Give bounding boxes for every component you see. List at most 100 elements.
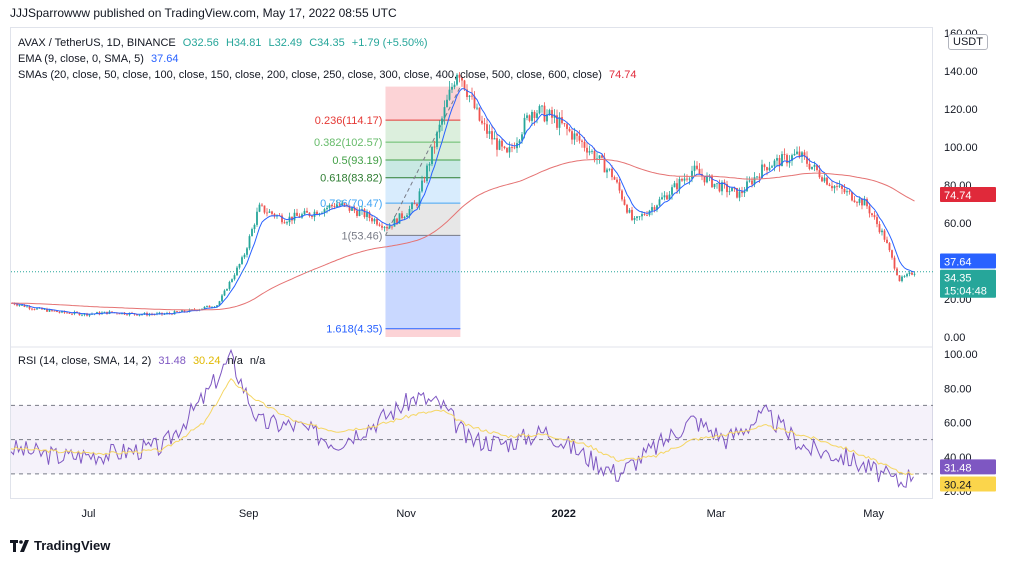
candle-body-280 — [711, 175, 713, 188]
candle-body-228 — [581, 140, 583, 142]
candle-body-95 — [248, 236, 251, 249]
candle-body-230 — [586, 147, 588, 153]
candle-body-120 — [311, 215, 313, 217]
candle-body-174 — [446, 99, 448, 108]
candle-body-209 — [533, 111, 536, 118]
candle-body-245 — [623, 199, 626, 205]
fib-zone-2 — [385, 142, 461, 160]
candle-body-270 — [686, 178, 688, 180]
candle-body-218 — [556, 115, 558, 128]
candle-body-222 — [566, 124, 568, 129]
currency-button[interactable]: USDT — [948, 34, 988, 50]
ohlc-close: C34.35 — [309, 37, 345, 49]
candle-body-76 — [201, 308, 203, 310]
candle-body-132 — [341, 203, 343, 206]
rsi-na-2: n/a — [249, 355, 266, 367]
candle-body-248 — [631, 209, 633, 220]
candle-body-138 — [356, 210, 358, 216]
candle-body-328 — [831, 185, 833, 189]
sma-legend[interactable]: SMAs (20, close, 50, close, 100, close, … — [18, 69, 641, 81]
candle-body-13 — [43, 309, 46, 310]
candle-body-251 — [638, 216, 641, 218]
candle-body-244 — [621, 190, 623, 200]
publisher-line: JJJSparrowww published on TradingView.co… — [10, 6, 397, 20]
price-tick-0: 0.00 — [944, 332, 965, 344]
time-tick-5: May — [863, 508, 884, 520]
candle-body-294 — [746, 181, 748, 192]
candle-body-216 — [551, 110, 553, 118]
candle-body-284 — [721, 182, 723, 192]
candle-body-313 — [793, 153, 796, 156]
fib-zone-6 — [385, 235, 461, 329]
symbol-legend[interactable]: AVAX / TetherUS, 1D, BINANCE O32.56 H34.… — [18, 37, 432, 49]
candle-body-275 — [698, 168, 701, 175]
candle-body-205 — [523, 117, 526, 135]
ema-legend[interactable]: EMA (9, close, 0, SMA, 5) 37.64 — [18, 53, 183, 65]
candle-body-207 — [528, 115, 531, 121]
candle-body-231 — [588, 151, 591, 153]
candle-body-320 — [811, 166, 813, 169]
candle-body-214 — [546, 114, 548, 122]
rsi-ma-badge-bg — [940, 476, 996, 492]
candle-body-321 — [813, 164, 816, 167]
candle-body-14 — [46, 309, 48, 312]
price-tick-3: 60.00 — [944, 218, 972, 230]
candle-body-124 — [321, 212, 323, 214]
rsi-ma-line — [10, 377, 914, 475]
rsi-na-1: n/a — [227, 355, 243, 367]
candle-body-300 — [761, 164, 763, 179]
candle-body-162 — [416, 204, 418, 206]
fibonacci-retracement[interactable]: 0.236(114.17) 0.382(102.57) 0.5(93.19) 0.61… — [314, 86, 461, 337]
candle-body-188 — [481, 120, 483, 124]
candle-body-201 — [513, 147, 516, 149]
candle-body-331 — [838, 185, 841, 187]
sma-badge-bg — [940, 186, 996, 202]
candle-body-291 — [738, 191, 741, 198]
candle-body-148 — [381, 225, 383, 228]
candle-body-116 — [301, 214, 303, 218]
candle-body-312 — [791, 155, 793, 161]
candle-body-5 — [23, 305, 26, 307]
candle-body-180 — [461, 77, 463, 81]
rsi-legend[interactable]: RSI (14, close, SMA, 14, 2) 31.48 30.24 … — [18, 355, 269, 367]
candle-body-87 — [228, 281, 231, 289]
candle-body-84 — [221, 295, 223, 302]
candle-body-103 — [268, 211, 271, 213]
candle-body-154 — [396, 218, 398, 224]
candle-body-221 — [563, 123, 566, 125]
candle-body-82 — [216, 305, 218, 307]
sma-badge-text: 74.74 — [944, 190, 972, 202]
candle-body-177 — [453, 84, 456, 87]
candle-body-166 — [426, 165, 428, 182]
candle-body-146 — [376, 219, 378, 225]
candle-body-317 — [803, 152, 806, 157]
candle-body-268 — [681, 178, 683, 181]
chart-frame[interactable] — [10, 27, 933, 499]
candle-body-50 — [136, 314, 138, 316]
candle-body-267 — [678, 178, 681, 190]
candle-body-158 — [406, 215, 408, 217]
time-tick-1: Sep — [239, 508, 259, 520]
candle-body-153 — [393, 218, 396, 227]
candle-body-227 — [578, 135, 581, 141]
candle-body-322 — [816, 164, 818, 171]
candle-body-113 — [293, 212, 296, 221]
ema-badge-bg — [940, 253, 996, 269]
candle-body-237 — [603, 157, 606, 173]
candle-body-143 — [368, 212, 371, 218]
candle-body-135 — [348, 205, 351, 211]
candle-body-178 — [456, 74, 458, 85]
fib-zone-1 — [385, 120, 461, 143]
candle-body-355 — [898, 275, 901, 282]
ohlc-high: H34.81 — [225, 37, 262, 49]
candle-body-128 — [331, 204, 333, 206]
candle-body-139 — [358, 210, 361, 216]
candle-body-169 — [433, 146, 436, 148]
rsi-ma-value: 30.24 — [192, 355, 221, 367]
rsi-ma-badge-text: 30.24 — [944, 479, 972, 491]
candle-body-17 — [53, 310, 56, 312]
candle-body-105 — [273, 213, 276, 217]
candle-body-189 — [483, 123, 486, 125]
candle-body-359 — [908, 272, 911, 275]
